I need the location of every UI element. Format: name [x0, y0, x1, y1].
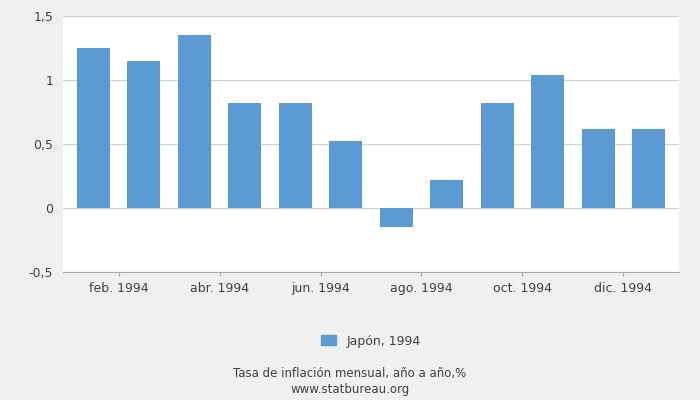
Bar: [481, 103, 514, 208]
Bar: [380, 208, 413, 227]
Legend: Japón, 1994: Japón, 1994: [321, 334, 421, 348]
Bar: [127, 61, 160, 208]
Bar: [582, 129, 615, 208]
Bar: [632, 129, 665, 208]
Bar: [279, 103, 312, 208]
Bar: [228, 103, 261, 208]
Bar: [430, 180, 463, 208]
Text: www.statbureau.org: www.statbureau.org: [290, 384, 410, 396]
Bar: [178, 35, 211, 208]
Bar: [329, 142, 362, 208]
Bar: [531, 75, 564, 208]
Bar: [77, 48, 110, 208]
Text: Tasa de inflación mensual, año a año,%: Tasa de inflación mensual, año a año,%: [233, 368, 467, 380]
